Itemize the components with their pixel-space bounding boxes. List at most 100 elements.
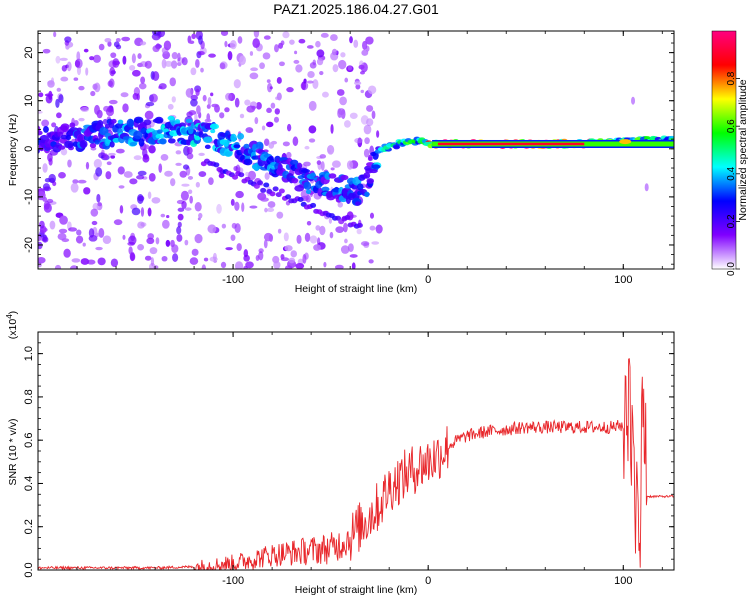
- spectrogram-noise-blob: [278, 61, 285, 67]
- spectrogram-ridge-blob: [297, 197, 304, 203]
- spectrogram-ridge-blob: [363, 172, 371, 179]
- spectrogram-noise-blob: [118, 185, 125, 189]
- spectrogram-noise-blob: [327, 145, 335, 155]
- spectrogram-ridge-blob: [619, 139, 632, 145]
- spectrogram-ridge-blob: [111, 118, 117, 124]
- spectrogram-noise-blob: [316, 49, 325, 58]
- spectrogram-noise-blob: [121, 36, 131, 42]
- spectrogram-x-tick-label: 0: [425, 274, 431, 286]
- spectrogram-noise-blob: [184, 239, 189, 246]
- spectrogram-noise-blob: [264, 172, 270, 180]
- spectrogram-noise-blob: [73, 77, 79, 81]
- spectrogram-noise-blob: [288, 257, 296, 264]
- snr-axes: -100 0 100 0.0 0.2 0.4 0.6 0.8 1.0: [23, 332, 674, 587]
- spectrogram-ridge-blob: [154, 116, 164, 124]
- spectrogram-noise-blob: [170, 178, 176, 187]
- spectrogram-noise-blob: [137, 53, 142, 60]
- spectrogram-noise-blob: [336, 89, 345, 96]
- spectrogram-noise-blob: [347, 243, 354, 252]
- spectrogram-noise-blob: [107, 80, 113, 87]
- spectrogram-y-tick-label: 10: [23, 95, 35, 107]
- snr-y-tick-label: 0.0: [23, 562, 35, 577]
- snr-x-axis-label: Height of straight line (km): [295, 584, 418, 596]
- spectrogram-ridge-blob: [296, 162, 303, 170]
- spectrogram-noise-blob: [108, 152, 116, 156]
- spectrogram-noise-blob: [77, 179, 87, 184]
- spectrogram-noise-blob: [283, 232, 289, 242]
- spectrogram-noise-blob: [300, 81, 309, 91]
- spectrogram-noise-blob: [330, 34, 338, 42]
- spectrogram-noise-blob: [180, 190, 189, 201]
- spectrogram-noise-blob: [207, 96, 212, 106]
- spectrogram-ridge-blob: [213, 162, 220, 168]
- spectrogram-noise-blob: [137, 244, 145, 251]
- spectrogram-noise-blob: [255, 254, 260, 262]
- spectrogram-noise-blob: [267, 201, 276, 208]
- spectrogram-y-tick-label: -10: [23, 189, 35, 205]
- spectrogram-noise-blob: [189, 257, 199, 265]
- spectrogram-noise-blob: [108, 99, 118, 105]
- spectrogram-noise-blob: [158, 163, 163, 173]
- colorbar-gradient: [711, 30, 737, 270]
- spectrogram-noise-blob: [113, 219, 123, 226]
- spectrogram-noise-blob: [97, 202, 102, 207]
- spectrogram-noise-blob: [56, 112, 62, 119]
- spectrogram-noise-blob: [221, 223, 227, 229]
- spectrogram-noise-blob: [367, 85, 377, 95]
- spectrogram-ridge-blob: [79, 140, 88, 149]
- spectrogram-noise-blob: [346, 160, 354, 170]
- spectrogram-noise-blob: [177, 52, 181, 62]
- spectrogram-noise-blob: [63, 248, 71, 258]
- spectrogram-noise-blob: [230, 234, 236, 241]
- spectrogram-noise-blob: [98, 43, 105, 51]
- spectrogram-noise-blob: [132, 69, 141, 77]
- spectrogram-noise-blob: [122, 234, 126, 240]
- spectrogram-noise-blob: [277, 228, 282, 234]
- spectrogram-noise-blob: [353, 39, 359, 48]
- spectrogram-noise-blob: [67, 159, 72, 168]
- spectrogram-ridge-blob: [94, 139, 100, 145]
- snr-y-tick-label: 0.6: [23, 433, 35, 448]
- spectrogram-noise-blob: [61, 238, 70, 243]
- spectrogram-ridge-blob: [301, 168, 311, 174]
- spectrogram-ridge-blob: [335, 215, 342, 221]
- spectrogram-noise-blob: [202, 94, 207, 102]
- spectrogram-noise-blob: [55, 98, 60, 109]
- spectrogram-noise-blob: [208, 177, 214, 185]
- spectrogram-noise-blob: [316, 160, 322, 166]
- spectrogram-noise-blob: [117, 166, 125, 175]
- spectrogram-noise-blob: [371, 241, 380, 245]
- spectrogram-noise-blob: [332, 64, 339, 73]
- spectrogram-noise-blob: [360, 89, 365, 94]
- spectrogram-noise-blob: [197, 51, 205, 56]
- spectrogram-noise-blob: [142, 148, 148, 158]
- spectrogram-noise-blob: [264, 207, 268, 213]
- snr-y-tick-label: 1.0: [23, 346, 35, 361]
- spectrogram-noise-blob: [375, 224, 383, 234]
- spectrogram-noise-blob: [237, 36, 243, 44]
- spectrogram-noise-blob: [320, 161, 325, 171]
- spectrogram-noise-blob: [181, 57, 188, 66]
- spectrogram-noise-blob: [137, 221, 145, 229]
- spectrogram-noise-blob: [76, 51, 81, 62]
- spectrogram-noise-blob: [208, 53, 216, 58]
- spectrogram-noise-blob: [298, 38, 306, 44]
- spectrogram-noise-blob: [331, 48, 338, 56]
- spectrogram-noise-blob: [335, 226, 344, 233]
- spectrogram-noise-blob: [295, 64, 303, 73]
- spectrogram-noise-blob: [282, 31, 290, 39]
- spectrogram-y-axis-label: Frequency (Hz): [7, 114, 19, 186]
- spectrogram-noise-blob: [187, 175, 194, 180]
- spectrogram-noise-blob: [102, 118, 108, 125]
- spectrogram-noise-blob: [66, 61, 72, 72]
- spectrogram-noise-blob: [185, 88, 194, 98]
- spectrogram-noise-blob: [55, 55, 61, 64]
- spectrogram-noise-blob: [80, 106, 89, 113]
- spectrogram-ridge-blob: [243, 143, 250, 150]
- snr-series-line: [38, 358, 674, 570]
- spectrogram-noise-blob: [307, 70, 315, 79]
- spectrogram-noise-blob: [220, 261, 227, 269]
- spectrogram-ridge-blob: [109, 141, 115, 148]
- spectrogram-noise-blob: [170, 60, 178, 69]
